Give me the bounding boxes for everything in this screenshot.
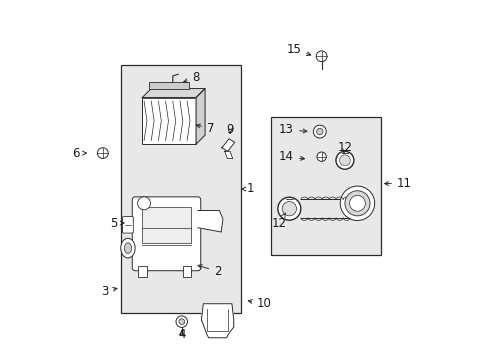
- Circle shape: [344, 191, 369, 216]
- Polygon shape: [198, 211, 223, 232]
- Circle shape: [339, 155, 349, 166]
- Circle shape: [340, 186, 374, 221]
- Circle shape: [316, 129, 323, 135]
- Polygon shape: [142, 89, 204, 98]
- Text: 2: 2: [198, 265, 221, 278]
- Text: 12: 12: [337, 141, 352, 154]
- Bar: [183, 266, 191, 277]
- Circle shape: [97, 148, 108, 158]
- Text: 8: 8: [183, 71, 200, 84]
- Ellipse shape: [121, 238, 135, 258]
- Text: 14: 14: [279, 150, 304, 163]
- FancyBboxPatch shape: [132, 197, 201, 271]
- Polygon shape: [201, 304, 233, 338]
- Polygon shape: [222, 139, 234, 151]
- Circle shape: [176, 316, 187, 327]
- Text: 15: 15: [285, 42, 310, 55]
- Text: 4: 4: [178, 328, 185, 341]
- Bar: [271, 117, 380, 255]
- Circle shape: [335, 151, 353, 169]
- Text: 1: 1: [242, 183, 253, 195]
- Bar: [142, 207, 190, 243]
- Bar: [149, 82, 188, 89]
- Circle shape: [137, 197, 150, 210]
- Circle shape: [313, 125, 325, 138]
- Circle shape: [349, 195, 365, 211]
- Circle shape: [277, 197, 300, 220]
- Text: 13: 13: [279, 123, 306, 136]
- FancyBboxPatch shape: [122, 217, 133, 233]
- Circle shape: [316, 152, 325, 161]
- Bar: [138, 266, 146, 277]
- Text: 9: 9: [226, 123, 233, 136]
- Ellipse shape: [124, 243, 131, 253]
- Text: 3: 3: [101, 285, 117, 298]
- Polygon shape: [196, 89, 204, 144]
- Circle shape: [316, 51, 326, 62]
- Text: 10: 10: [248, 297, 271, 310]
- Circle shape: [282, 202, 296, 216]
- Text: 6: 6: [72, 147, 86, 159]
- Text: 12: 12: [272, 213, 286, 230]
- Circle shape: [179, 319, 184, 324]
- Text: 11: 11: [384, 177, 411, 190]
- Text: 7: 7: [196, 122, 214, 135]
- Polygon shape: [224, 151, 232, 158]
- Bar: [142, 98, 196, 144]
- Text: 5: 5: [110, 216, 124, 230]
- Bar: [121, 65, 241, 313]
